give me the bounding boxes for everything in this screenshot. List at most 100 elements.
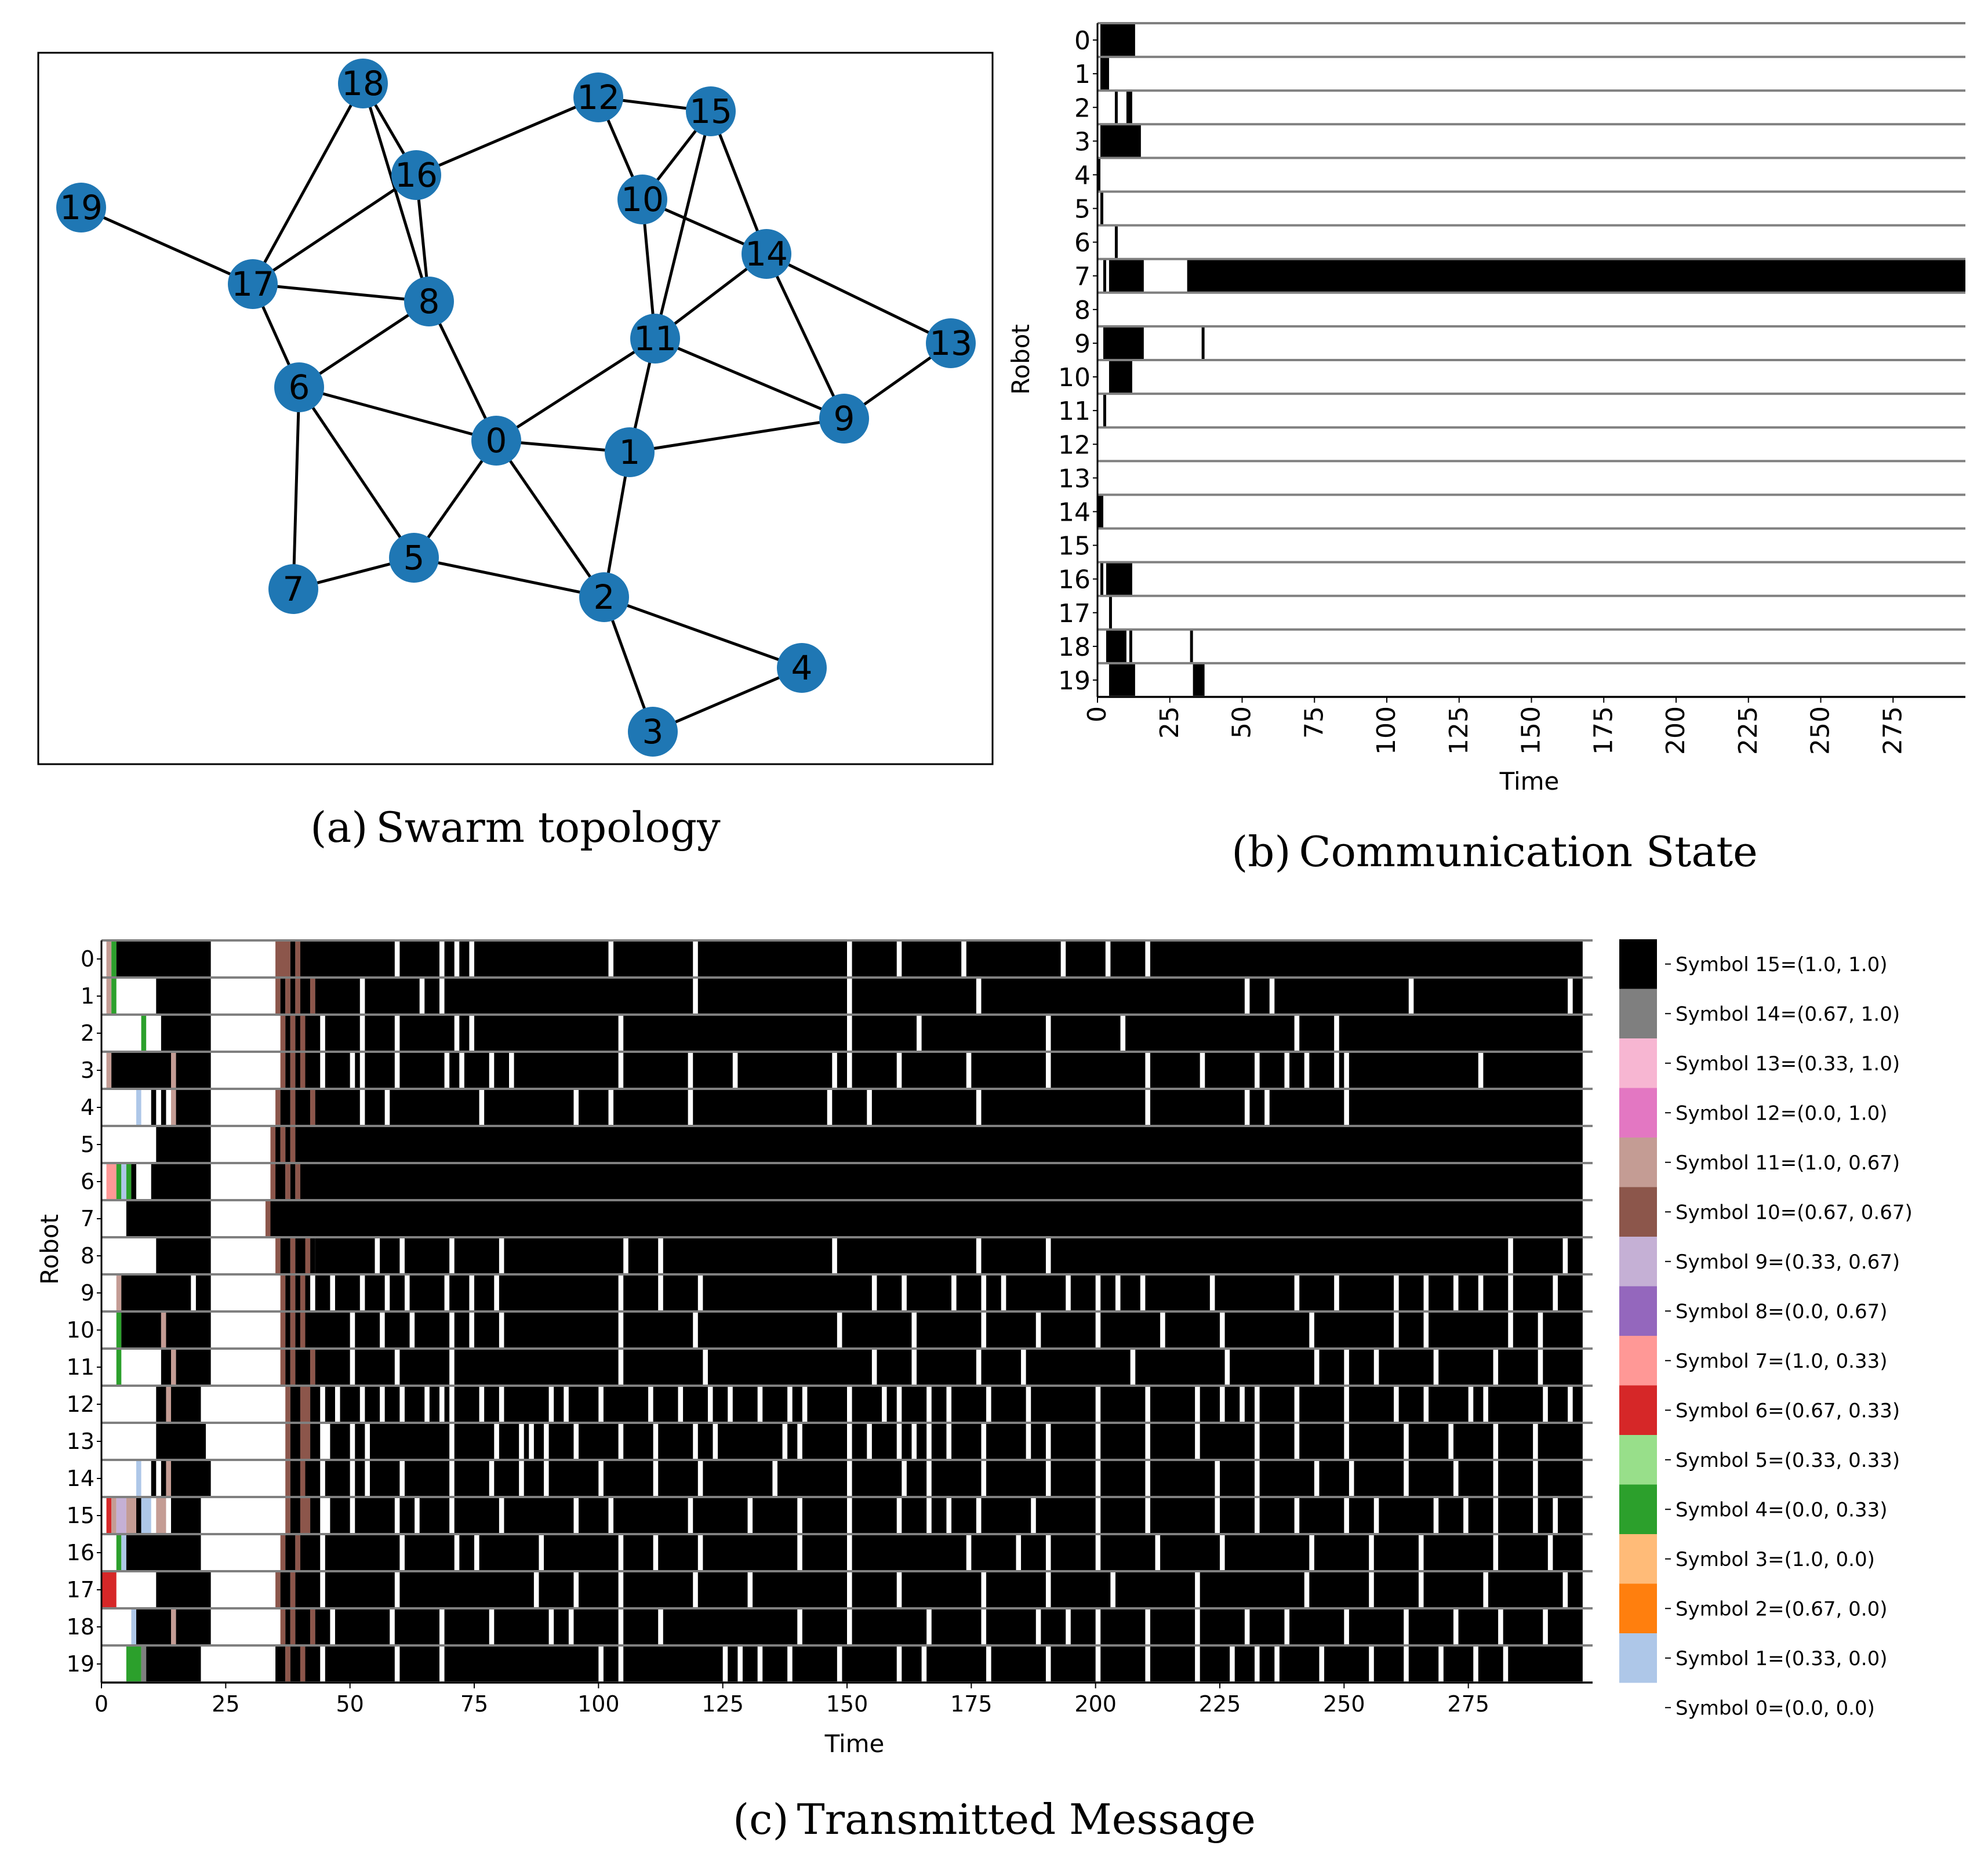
legend-swatch-15	[1619, 1683, 1657, 1732]
msg-cell-r12-24	[762, 1386, 788, 1423]
msg-cell-r18-13	[494, 1608, 549, 1645]
msg-cell-r16-24	[1373, 1534, 1419, 1571]
msg-ytick-13: 13	[67, 1429, 95, 1454]
caption-c: (c) Transmitted Message	[733, 1795, 1256, 1844]
legend-swatch-12	[1619, 1534, 1657, 1584]
msg-cell-r15-12	[330, 1497, 350, 1534]
msg-cell-r15-30	[1150, 1497, 1215, 1534]
msg-cell-r15-7	[171, 1497, 201, 1534]
msg-cell-r9-21	[906, 1274, 952, 1311]
msg-cell-r3-6	[290, 1052, 296, 1089]
msg-cell-r13-10	[524, 1423, 529, 1460]
msg-cell-r14-35	[1538, 1460, 1583, 1497]
msg-cell-r19-23	[1150, 1645, 1195, 1683]
comm-cell-r1-0	[1100, 57, 1109, 91]
comm-ytick-18: 18	[1058, 633, 1091, 662]
msg-cell-r4-12	[390, 1089, 479, 1126]
msg-cell-r3-27	[1205, 1052, 1255, 1089]
node-5: 5	[389, 533, 439, 583]
node-11: 11	[630, 314, 680, 364]
msg-xtick-150: 150	[826, 1691, 868, 1717]
msg-cell-r12-47	[1572, 1386, 1583, 1423]
msg-cell-r16-1	[121, 1534, 126, 1571]
msg-cell-r12-15	[484, 1386, 499, 1423]
msg-cell-r16-26	[1498, 1534, 1548, 1571]
node-3-label: 3	[642, 712, 664, 751]
msg-cell-r13-18	[787, 1423, 798, 1460]
msg-cell-r13-14	[623, 1423, 653, 1460]
msg-cell-r17-6	[325, 1571, 395, 1608]
msg-cell-r2-19	[1339, 1015, 1583, 1052]
msg-cell-r18-27	[1249, 1608, 1285, 1645]
msg-cell-r16-18	[1021, 1534, 1046, 1571]
msg-cell-r16-25	[1423, 1534, 1493, 1571]
msg-cell-r14-32	[1408, 1460, 1453, 1497]
msg-cell-r12-43	[1429, 1386, 1469, 1423]
msg-cell-r8-2	[280, 1237, 290, 1274]
edge-11-0	[495, 337, 656, 442]
msg-cell-r9-34	[1458, 1274, 1478, 1311]
msg-cell-r16-10	[479, 1534, 539, 1571]
msg-cell-r3-31	[1339, 1052, 1344, 1089]
msg-cell-r13-36	[1453, 1423, 1493, 1460]
msg-cell-r10-25	[1314, 1311, 1394, 1349]
msg-cell-r11-6	[290, 1349, 296, 1386]
comm-ytick-4: 4	[1074, 161, 1091, 190]
msg-cell-r12-35	[1150, 1386, 1195, 1423]
msg-cell-r9-16	[499, 1274, 619, 1311]
msg-xtick-75: 75	[460, 1691, 488, 1717]
msg-cell-r12-44	[1473, 1386, 1484, 1423]
msg-cell-r2-15	[921, 1015, 1046, 1052]
msg-cell-r17-1	[156, 1571, 211, 1608]
msg-cell-r10-20	[986, 1311, 1036, 1349]
msg-cell-r6-11	[300, 1163, 1583, 1200]
msg-cell-r19-15	[762, 1645, 788, 1683]
msg-cell-r11-23	[1379, 1349, 1434, 1386]
msg-cell-r0-16	[1066, 940, 1106, 978]
node-12-circle	[573, 72, 623, 122]
msg-cell-r11-20	[1230, 1349, 1314, 1386]
msg-cell-r9-18	[663, 1274, 698, 1311]
msg-cell-r13-35	[1408, 1423, 1449, 1460]
node-15: 15	[686, 86, 736, 136]
msg-cell-r16-2	[126, 1534, 201, 1571]
msg-cell-r10-8	[300, 1311, 306, 1349]
comm-cell-r19-0	[1109, 663, 1135, 697]
msg-cell-r0-18	[1150, 940, 1583, 978]
msg-cell-r17-22	[1488, 1571, 1563, 1608]
msg-cell-r12-33	[1031, 1386, 1096, 1423]
msg-cell-r14-24	[986, 1460, 1046, 1497]
legend-label-14: Symbol 1=(0.33, 0.0)	[1676, 1647, 1888, 1670]
msg-cell-r14-10	[355, 1460, 365, 1497]
msg-cell-r13-26	[986, 1423, 1026, 1460]
msg-cell-r12-45	[1488, 1386, 1543, 1423]
comm-xtick-75: 75	[1299, 706, 1329, 739]
msg-cell-r10-22	[1100, 1311, 1161, 1349]
msg-cell-r16-23	[1314, 1534, 1369, 1571]
msg-cell-r17-10	[623, 1571, 693, 1608]
node-9: 9	[819, 394, 869, 444]
msg-cell-r8-3	[290, 1237, 296, 1274]
msg-cell-r8-5	[305, 1237, 311, 1274]
node-14: 14	[742, 229, 791, 279]
msg-cell-r3-2	[171, 1052, 176, 1089]
msg-cell-r15-25	[931, 1497, 947, 1534]
msg-cell-r14-25	[1051, 1460, 1096, 1497]
comm-cell-r11-0	[1103, 394, 1106, 428]
msg-cell-r12-26	[807, 1386, 847, 1423]
msg-cell-r15-32	[1259, 1497, 1295, 1534]
msg-cell-r12-38	[1244, 1386, 1255, 1423]
comm-xtick-25: 25	[1155, 706, 1184, 739]
msg-cell-r1-8	[300, 978, 311, 1015]
msg-cell-r17-16	[1051, 1571, 1111, 1608]
msg-cell-r11-11	[399, 1349, 450, 1386]
legend-label-4: Symbol 11=(1.0, 0.67)	[1676, 1151, 1900, 1175]
node-19: 19	[56, 183, 106, 232]
msg-cell-r10-7	[295, 1311, 300, 1349]
msg-cell-r13-32	[1259, 1423, 1295, 1460]
msg-cell-r6-4	[131, 1163, 137, 1200]
msg-cell-r9-2	[195, 1274, 211, 1311]
msg-cell-r3-4	[280, 1052, 286, 1089]
msg-cell-r0-0	[106, 940, 112, 978]
